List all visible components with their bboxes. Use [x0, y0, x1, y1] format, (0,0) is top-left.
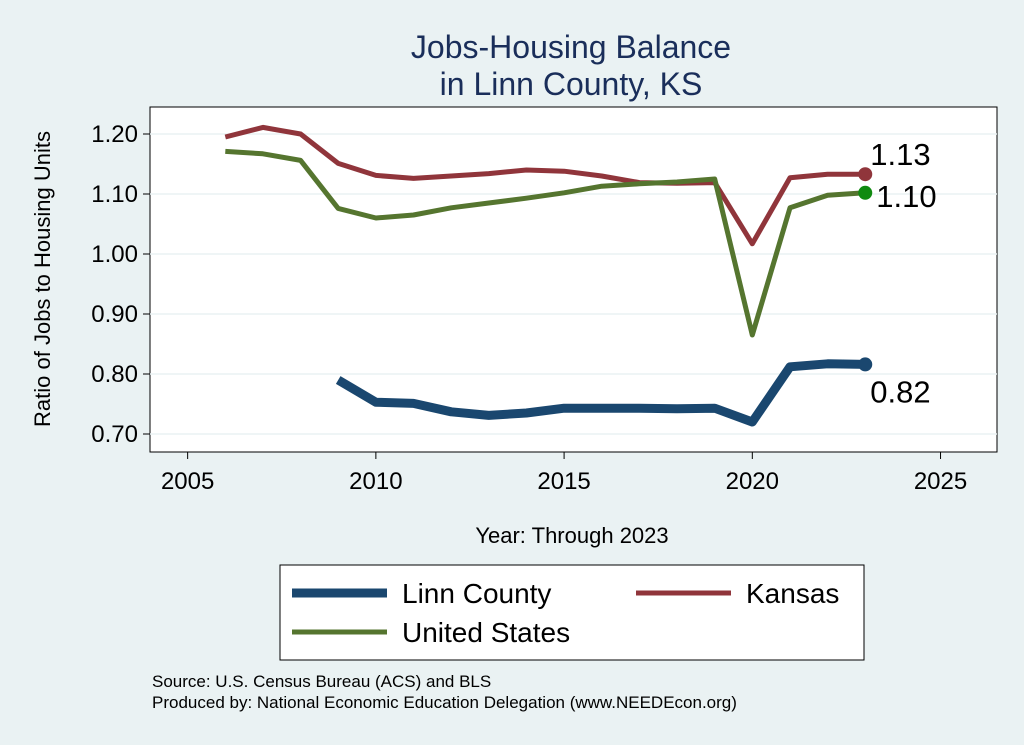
- y-tick-label: 0.90: [91, 301, 138, 328]
- x-tick-label: 2005: [161, 468, 214, 495]
- legend-label-linn-county: Linn County: [402, 578, 551, 609]
- y-axis: 0.70 0.80 0.90 1.00 1.10 1.20: [91, 121, 150, 448]
- series-line-kansas: [224, 124, 866, 247]
- series-line-united-states: [225, 148, 866, 338]
- x-tick-label: 2010: [349, 468, 402, 495]
- series-line-linn-county: [335, 359, 866, 427]
- y-tick-label: 1.10: [91, 181, 138, 208]
- y-tick-label: 0.80: [91, 361, 138, 388]
- x-tick-label: 2020: [726, 468, 779, 495]
- end-labels: 0.82 1.13 1.10: [858, 137, 937, 409]
- y-tick-label: 1.00: [91, 241, 138, 268]
- legend-box: [279, 564, 865, 661]
- y-axis-title: Ratio of Jobs to Housing Units: [30, 131, 55, 427]
- chart-title-line1: Jobs-Housing Balance: [411, 29, 731, 65]
- x-axis-title: Year: Through 2023: [475, 523, 668, 548]
- gridlines: [150, 133, 997, 435]
- end-marker-united-states: [858, 185, 873, 200]
- x-tick-label: 2025: [914, 468, 967, 495]
- end-label-linn-county: 0.82: [870, 374, 930, 409]
- end-label-kansas: 1.13: [870, 137, 930, 172]
- plot-area: [149, 106, 998, 453]
- legend-label-kansas: Kansas: [746, 578, 839, 609]
- end-label-united-states: 1.10: [876, 179, 936, 214]
- source-note: Source: U.S. Census Bureau (ACS) and BLS: [152, 672, 491, 691]
- end-marker-kansas: [858, 167, 873, 182]
- legend-label-united-states: United States: [402, 617, 570, 648]
- chart-title-line2: in Linn County, KS: [440, 66, 703, 102]
- y-tick-label: 0.70: [91, 421, 138, 448]
- y-tick-label: 1.20: [91, 121, 138, 148]
- produced-note: Produced by: National Economic Education…: [152, 693, 737, 712]
- series-group: [224, 124, 866, 427]
- end-marker-linn-county: [858, 357, 873, 372]
- x-axis: 2005 2010 2015 2020 2025: [161, 452, 967, 495]
- x-tick-label: 2015: [537, 468, 590, 495]
